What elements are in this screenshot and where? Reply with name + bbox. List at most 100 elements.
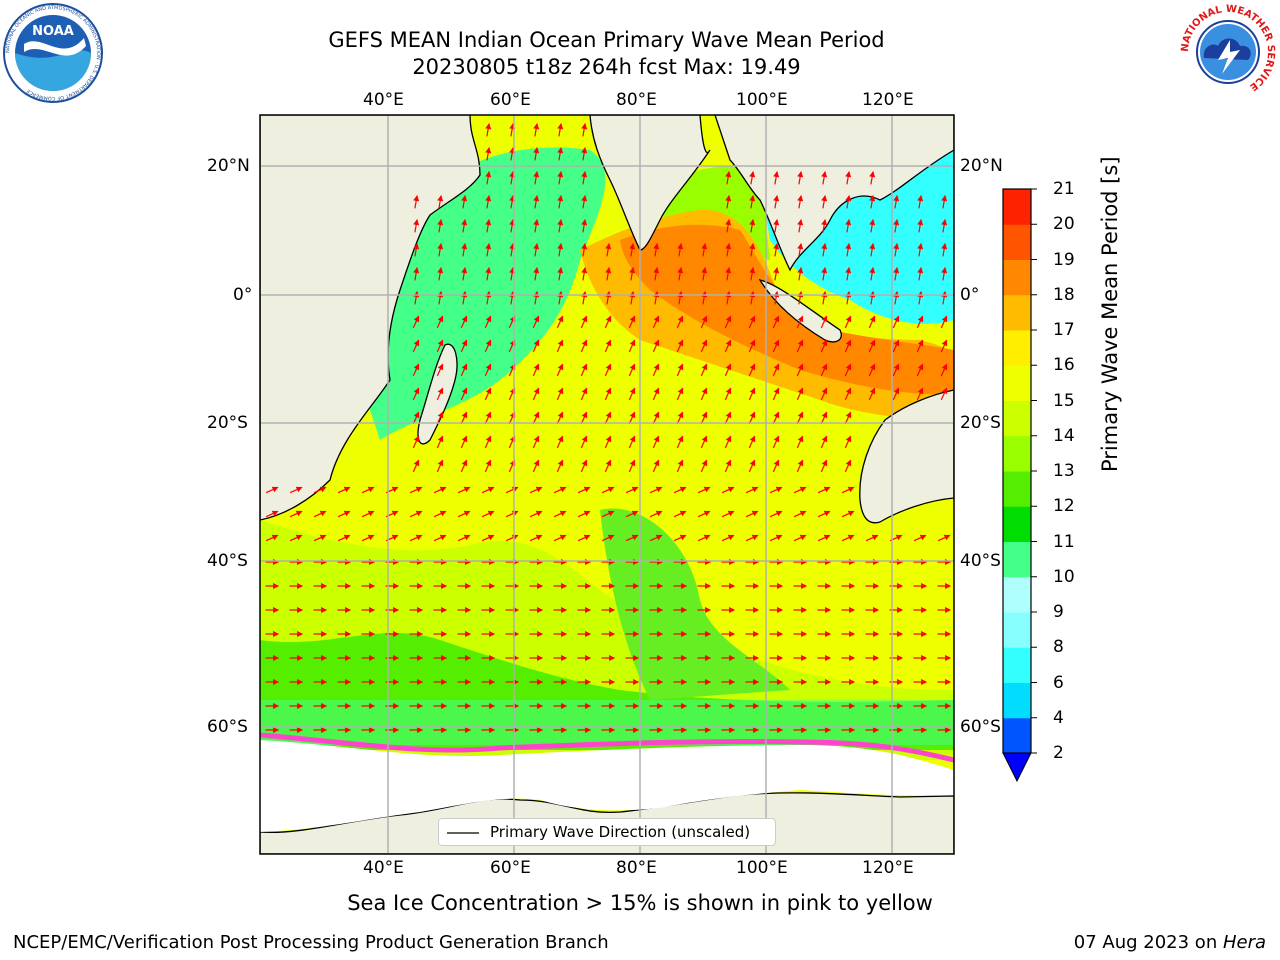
wave-direction-arrow xyxy=(748,459,756,473)
wave-direction-arrow xyxy=(484,339,492,353)
colorbar-tick-label: 17 xyxy=(1053,320,1075,340)
wave-direction-arrow xyxy=(337,510,351,518)
wave-direction-arrow xyxy=(869,291,876,305)
wave-direction-arrow xyxy=(265,534,279,542)
wave-direction-arrow xyxy=(724,363,732,377)
wave-direction-arrow xyxy=(917,291,924,305)
wave-direction-arrow xyxy=(869,195,876,209)
wave-direction-arrow xyxy=(532,339,540,353)
lon-label-bottom: 40°E xyxy=(363,858,404,878)
wave-direction-arrow xyxy=(676,363,684,377)
colorbar-tick-label: 20 xyxy=(1053,214,1075,235)
wave-direction-arrows xyxy=(265,123,952,733)
wave-direction-arrow xyxy=(649,534,663,542)
wave-direction-arrow xyxy=(677,267,684,281)
wave-direction-arrow xyxy=(721,486,735,494)
wave-direction-arrow xyxy=(697,534,711,542)
wave-direction-arrow xyxy=(868,363,876,377)
wave-direction-arrow xyxy=(700,411,708,425)
wave-direction-arrow xyxy=(745,510,759,518)
wave-direction-arrow xyxy=(581,219,588,233)
wave-direction-arrow xyxy=(725,267,732,281)
wave-direction-arrow xyxy=(533,243,540,257)
wave-direction-arrow xyxy=(533,123,540,137)
india-land xyxy=(589,115,711,251)
wave-direction-arrow xyxy=(556,435,564,449)
wave-direction-arrow xyxy=(653,243,660,257)
wave-direction-arrow xyxy=(893,243,900,257)
wave-direction-arrow xyxy=(313,486,327,494)
colorbar-segment xyxy=(1003,506,1031,542)
wave-direction-arrow xyxy=(817,534,831,542)
wave-direction-arrow xyxy=(724,339,732,353)
wave-direction-arrow xyxy=(505,534,519,542)
wave-direction-arrow xyxy=(796,411,804,425)
wave-direction-arrow xyxy=(649,486,663,494)
colorbar-label: Primary Wave Mean Period [s] xyxy=(1098,156,1122,472)
wave-direction-arrow xyxy=(485,147,492,161)
lat-label-right: 20°N xyxy=(960,156,1003,176)
wave-direction-arrow xyxy=(917,195,924,209)
wave-direction-arrow xyxy=(940,363,948,377)
wave-direction-arrow xyxy=(437,195,444,209)
wave-direction-arrow xyxy=(917,243,924,257)
wave-direction-arrow xyxy=(941,219,948,233)
wave-direction-arrow xyxy=(748,411,756,425)
noaa-logo: NOAA NATIONAL OCEANIC AND ATMOSPHERIC AD… xyxy=(3,3,103,103)
wave-direction-arrow xyxy=(556,411,564,425)
wave-direction-arrow xyxy=(485,267,492,281)
wave-direction-arrow xyxy=(772,411,780,425)
wave-direction-arrow xyxy=(916,363,924,377)
colorbar-segment xyxy=(1003,647,1031,683)
wave-direction-arrow xyxy=(265,486,279,494)
wave-direction-arrow xyxy=(797,171,804,185)
wave-direction-arrow xyxy=(509,195,516,209)
lat-label-left: 60°S xyxy=(207,717,248,737)
wave-direction-arrow xyxy=(460,435,468,449)
wave-direction-arrow xyxy=(820,411,828,425)
wave-direction-arrow xyxy=(529,534,543,542)
wave-direction-arrow xyxy=(433,510,447,518)
wave-direction-arrow xyxy=(580,339,588,353)
wave-direction-arrow xyxy=(461,195,468,209)
wave-direction-arrow xyxy=(533,171,540,185)
wave-direction-arrow xyxy=(557,219,564,233)
wave-direction-arrow xyxy=(577,486,591,494)
wave-direction-arrow xyxy=(581,291,588,305)
wave-direction-arrow xyxy=(413,291,420,305)
wave-direction-arrow xyxy=(505,486,519,494)
colorbar-tick-label: 13 xyxy=(1053,461,1075,481)
wave-direction-arrow xyxy=(724,315,732,329)
wave-direction-arrow xyxy=(745,486,759,494)
lon-label-bottom: 60°E xyxy=(490,858,531,878)
wave-direction-arrow xyxy=(604,363,612,377)
wave-direction-arrow xyxy=(841,534,855,542)
wave-direction-arrow xyxy=(797,219,804,233)
wave-direction-arrow xyxy=(361,486,375,494)
wave-direction-arrow xyxy=(821,267,828,281)
wave-direction-arrow xyxy=(869,219,876,233)
lon-label-top: 60°E xyxy=(490,90,531,110)
wave-direction-arrow xyxy=(796,387,804,401)
wave-direction-arrow xyxy=(892,315,900,329)
colorbar-segment xyxy=(1003,435,1031,472)
map-legend: Primary Wave Direction (unscaled) xyxy=(438,818,776,846)
wave-direction-arrow xyxy=(700,315,708,329)
lon-label-bottom: 80°E xyxy=(616,858,657,878)
wave-direction-arrow xyxy=(604,435,612,449)
wave-direction-arrow xyxy=(916,315,924,329)
wave-direction-arrow xyxy=(769,534,783,542)
wave-direction-arrow xyxy=(821,171,828,185)
wave-direction-arrow xyxy=(701,291,708,305)
wave-direction-arrow xyxy=(485,123,492,137)
wave-direction-arrow xyxy=(556,363,564,377)
wave-direction-arrow xyxy=(409,486,423,494)
colorbar-segment xyxy=(1003,541,1031,578)
wave-direction-arrow xyxy=(700,435,708,449)
colorbar-segment xyxy=(1003,400,1031,437)
colorbar-segment xyxy=(1003,365,1031,401)
lon-label-top: 100°E xyxy=(736,90,788,110)
footer-date-text: 07 Aug 2023 on xyxy=(1073,932,1223,953)
wave-direction-arrow xyxy=(533,147,540,161)
wave-direction-arrow xyxy=(413,267,420,281)
